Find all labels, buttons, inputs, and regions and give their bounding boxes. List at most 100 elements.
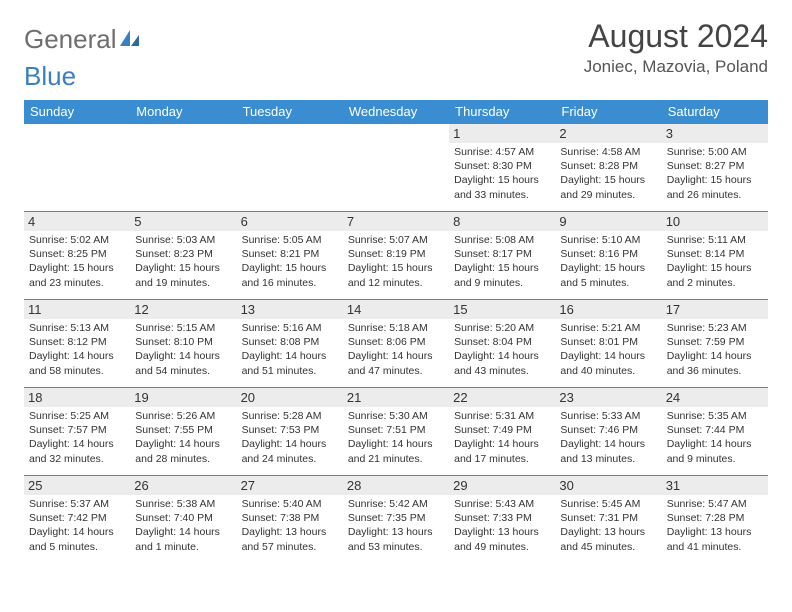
sunrise-text: Sunrise: 5:10 AM xyxy=(560,233,656,247)
calendar-day-cell: 29Sunrise: 5:43 AMSunset: 7:33 PMDayligh… xyxy=(449,476,555,564)
day-number: 20 xyxy=(237,388,343,407)
calendar-day-cell: 9Sunrise: 5:10 AMSunset: 8:16 PMDaylight… xyxy=(555,212,661,300)
daylight-text-l2: and 29 minutes. xyxy=(560,188,656,202)
sunset-text: Sunset: 7:46 PM xyxy=(560,423,656,437)
sunrise-text: Sunrise: 5:45 AM xyxy=(560,497,656,511)
day-number: 23 xyxy=(555,388,661,407)
day-number: 25 xyxy=(24,476,130,495)
sunset-text: Sunset: 8:01 PM xyxy=(560,335,656,349)
calendar-day-cell: 27 Sunrise: 5:40 AMSunset: 7:38 PMDayligh… xyxy=(237,476,343,564)
weekday-header: Sunday xyxy=(24,100,130,124)
month-title: August 2024 xyxy=(584,18,768,55)
day-info: Sunrise: 5:28 AMSunset: 7:53 PMDaylight:… xyxy=(241,409,339,466)
day-number: 15 xyxy=(449,300,555,319)
daylight-text-l2: and 28 minutes. xyxy=(135,452,231,466)
sunrise-text: Sunrise: 5:33 AM xyxy=(560,409,656,423)
day-info: Sunrise: 5:45 AMSunset: 7:31 PMDaylight:… xyxy=(559,497,657,554)
logo-text-blue: Blue xyxy=(24,61,76,92)
sunrise-text: Sunrise: 5:02 AM xyxy=(29,233,125,247)
sunrise-text: Sunrise: 5:30 AM xyxy=(348,409,444,423)
daylight-text-l2: and 43 minutes. xyxy=(454,364,550,378)
calendar-day-cell: 15Sunrise: 5:20 AMSunset: 8:04 PMDayligh… xyxy=(449,300,555,388)
sunset-text: Sunset: 8:25 PM xyxy=(29,247,125,261)
sunset-text: Sunset: 7:49 PM xyxy=(454,423,550,437)
daylight-text-l2: and 16 minutes. xyxy=(242,276,338,290)
calendar-day-cell: 8Sunrise: 5:08 AMSunset: 8:17 PMDaylight… xyxy=(449,212,555,300)
daylight-text-l2: and 12 minutes. xyxy=(348,276,444,290)
day-number: 27 xyxy=(237,476,343,495)
daylight-text-l2: and 36 minutes. xyxy=(667,364,763,378)
daylight-text-l1: Daylight: 14 hours xyxy=(135,437,231,451)
daylight-text-l1: Daylight: 13 hours xyxy=(667,525,763,539)
day-number: 30 xyxy=(555,476,661,495)
calendar-day-cell: 19Sunrise: 5:26 AMSunset: 7:55 PMDayligh… xyxy=(130,388,236,476)
sunrise-text: Sunrise: 5:07 AM xyxy=(348,233,444,247)
calendar-day-cell: 14 Sunrise: 5:18 AMSunset: 8:06 PMDayligh… xyxy=(343,300,449,388)
calendar-week-row: 1 Sunrise: 4:57 AMSunset: 8:30 PMDaylight… xyxy=(24,124,768,212)
sunset-text: Sunset: 7:33 PM xyxy=(454,511,550,525)
sunset-text: Sunset: 8:21 PM xyxy=(242,247,338,261)
daylight-text-l2: and 54 minutes. xyxy=(135,364,231,378)
calendar-day-cell: 10Sunrise: 5:11 AMSunset: 8:14 PMDayligh… xyxy=(662,212,768,300)
day-info: Sunrise: 4:57 AMSunset: 8:30 PMDaylight:… xyxy=(453,145,551,202)
day-info: Sunrise: 5:40 AMSunset: 7:38 PMDaylight:… xyxy=(241,497,339,554)
day-number: 19 xyxy=(130,388,236,407)
weekday-header-row: Sunday Monday Tuesday Wednesday Thursday… xyxy=(24,100,768,124)
sunset-text: Sunset: 7:59 PM xyxy=(667,335,763,349)
sunset-text: Sunset: 7:44 PM xyxy=(667,423,763,437)
daylight-text-l1: Daylight: 14 hours xyxy=(454,437,550,451)
day-info: Sunrise: 5:10 AMSunset: 8:16 PMDaylight:… xyxy=(559,233,657,290)
day-info: Sunrise: 5:13 AMSunset: 8:12 PMDaylight:… xyxy=(28,321,126,378)
day-number: 5 xyxy=(130,212,236,231)
logo-text-gray: General xyxy=(24,24,117,55)
sunset-text: Sunset: 8:19 PM xyxy=(348,247,444,261)
day-info: Sunrise: 4:58 AMSunset: 8:28 PMDaylight:… xyxy=(559,145,657,202)
sunrise-text: Sunrise: 5:35 AM xyxy=(667,409,763,423)
daylight-text-l1: Daylight: 15 hours xyxy=(667,173,763,187)
sunset-text: Sunset: 8:16 PM xyxy=(560,247,656,261)
daylight-text-l2: and 49 minutes. xyxy=(454,540,550,554)
day-number: 1 xyxy=(449,124,555,143)
calendar-day-cell: 16Sunrise: 5:21 AMSunset: 8:01 PMDayligh… xyxy=(555,300,661,388)
day-number: 11 xyxy=(24,300,130,319)
sunset-text: Sunset: 7:57 PM xyxy=(29,423,125,437)
daylight-text-l1: Daylight: 14 hours xyxy=(29,349,125,363)
calendar-day-cell: 12Sunrise: 5:15 AMSunset: 8:10 PMDayligh… xyxy=(130,300,236,388)
daylight-text-l1: Daylight: 15 hours xyxy=(348,261,444,275)
calendar-day-cell: 26Sunrise: 5:38 AMSunset: 7:40 PMDayligh… xyxy=(130,476,236,564)
day-number: 7 xyxy=(343,212,449,231)
daylight-text-l1: Daylight: 14 hours xyxy=(667,437,763,451)
daylight-text-l2: and 19 minutes. xyxy=(135,276,231,290)
daylight-text-l2: and 9 minutes. xyxy=(454,276,550,290)
daylight-text-l1: Daylight: 13 hours xyxy=(560,525,656,539)
title-block: August 2024 Joniec, Mazovia, Poland xyxy=(584,18,768,77)
calendar-day-cell: 23Sunrise: 5:33 AMSunset: 7:46 PMDayligh… xyxy=(555,388,661,476)
day-number: 3 xyxy=(662,124,768,143)
day-number: 14 xyxy=(343,300,449,319)
day-info: Sunrise: 5:42 AMSunset: 7:35 PMDaylight:… xyxy=(347,497,445,554)
daylight-text-l1: Daylight: 14 hours xyxy=(667,349,763,363)
daylight-text-l1: Daylight: 13 hours xyxy=(348,525,444,539)
daylight-text-l1: Daylight: 14 hours xyxy=(242,437,338,451)
sunset-text: Sunset: 7:38 PM xyxy=(242,511,338,525)
sunrise-text: Sunrise: 5:05 AM xyxy=(242,233,338,247)
logo-sail-icon xyxy=(119,24,141,55)
sunset-text: Sunset: 7:28 PM xyxy=(667,511,763,525)
daylight-text-l2: and 51 minutes. xyxy=(242,364,338,378)
day-info: Sunrise: 5:11 AMSunset: 8:14 PMDaylight:… xyxy=(666,233,764,290)
day-info: Sunrise: 5:18 AMSunset: 8:06 PMDaylight:… xyxy=(347,321,445,378)
sunrise-text: Sunrise: 5:21 AM xyxy=(560,321,656,335)
sunrise-text: Sunrise: 5:18 AM xyxy=(348,321,444,335)
calendar-day-cell xyxy=(343,124,449,212)
day-number: 13 xyxy=(237,300,343,319)
weekday-header: Thursday xyxy=(449,100,555,124)
calendar-day-cell: 1 Sunrise: 4:57 AMSunset: 8:30 PMDaylight… xyxy=(449,124,555,212)
weekday-header: Saturday xyxy=(662,100,768,124)
calendar-day-cell: 20 Sunrise: 5:28 AMSunset: 7:53 PMDayligh… xyxy=(237,388,343,476)
sunrise-text: Sunrise: 5:11 AM xyxy=(667,233,763,247)
day-info: Sunrise: 5:16 AMSunset: 8:08 PMDaylight:… xyxy=(241,321,339,378)
daylight-text-l2: and 40 minutes. xyxy=(560,364,656,378)
daylight-text-l2: and 47 minutes. xyxy=(348,364,444,378)
sunset-text: Sunset: 8:04 PM xyxy=(454,335,550,349)
day-info: Sunrise: 5:07 AMSunset: 8:19 PMDaylight:… xyxy=(347,233,445,290)
